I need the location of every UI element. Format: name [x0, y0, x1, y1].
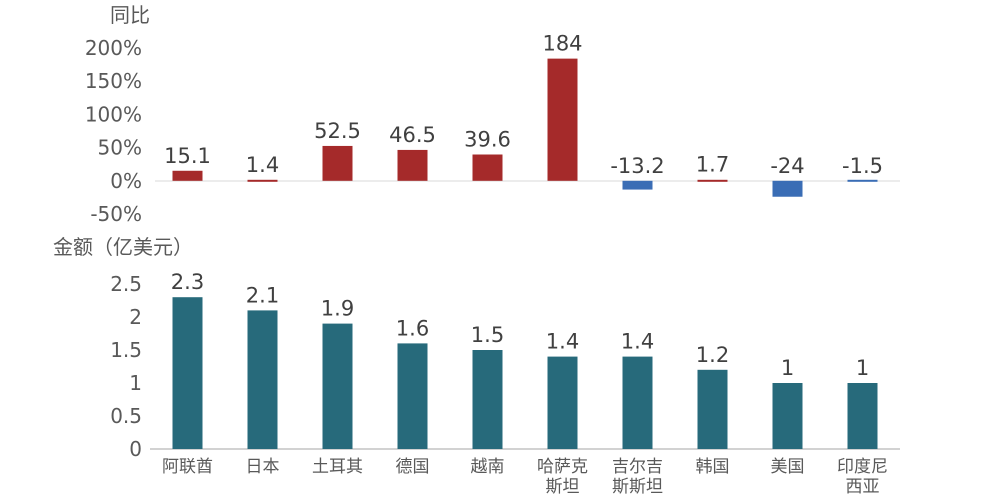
country-label: 印度尼	[837, 457, 888, 477]
yoy-bar	[472, 154, 503, 181]
country-label: 哈萨克	[537, 457, 588, 477]
amount-value-label: 2.3	[171, 270, 204, 294]
country-label: 土耳其	[312, 457, 363, 477]
amount-value-label: 2.1	[246, 283, 279, 307]
yoy-bar	[697, 179, 728, 182]
amount-y-tick-label: 1	[129, 371, 142, 395]
amount-bar	[397, 343, 428, 449]
amount-bar	[847, 383, 878, 449]
yoy-value-label: 1.7	[696, 153, 729, 177]
amount-y-tick-label: 2.5	[110, 272, 142, 296]
amount-panel: 金额（亿美元） 2.5 2 1.5 1 0.5 0 2.3 2.1 1.9 1.6 1.5 1.4 1…	[53, 235, 900, 497]
yoy-value-label: -24	[770, 154, 804, 178]
yoy-value-label: 184	[542, 32, 582, 56]
yoy-axis-title: 同比	[110, 3, 150, 27]
yoy-bar	[847, 179, 878, 182]
amount-bar	[697, 369, 728, 449]
country-label: 日本	[246, 457, 280, 477]
yoy-bar	[397, 149, 428, 181]
amount-value-label: 1.2	[696, 343, 729, 367]
amount-value-label: 1.4	[546, 330, 579, 354]
country-label: 斯坦	[546, 477, 580, 497]
yoy-value-label: 1.4	[246, 153, 279, 177]
yoy-y-tick-label: 0%	[110, 169, 142, 193]
country-label: 德国	[396, 457, 430, 477]
yoy-bar	[172, 170, 203, 181]
yoy-y-tick-label: -50%	[90, 202, 142, 226]
yoy-y-tick-label: 50%	[98, 136, 142, 160]
yoy-data-labels: 15.1 1.4 52.5 46.5 39.6 184 -13.2 1.7 -24 -1.5	[164, 32, 883, 178]
amount-y-axis: 2.5 2 1.5 1 0.5 0	[110, 272, 142, 461]
yoy-y-tick-label: 100%	[85, 102, 142, 126]
amount-data-labels: 2.3 2.1 1.9 1.6 1.5 1.4 1.4 1.2 1 1	[171, 270, 869, 380]
yoy-bar	[772, 180, 803, 197]
yoy-bar	[322, 145, 353, 181]
country-label: 斯斯坦	[612, 477, 663, 497]
yoy-value-label: 46.5	[389, 123, 436, 147]
yoy-bar	[547, 58, 578, 181]
yoy-value-label: -1.5	[842, 154, 883, 178]
yoy-bar	[622, 180, 653, 190]
yoy-bar	[247, 179, 278, 182]
yoy-value-label: 15.1	[164, 144, 211, 168]
amount-y-tick-label: 0.5	[110, 404, 142, 428]
yoy-value-label: 39.6	[464, 128, 511, 152]
amount-axis-title: 金额（亿美元）	[53, 235, 193, 259]
yoy-y-tick-label: 200%	[85, 36, 142, 60]
country-label: 美国	[771, 457, 805, 477]
amount-value-label: 1.5	[471, 323, 504, 347]
yoy-bars	[172, 58, 878, 197]
yoy-growth-panel: 同比 200% 150% 100% 50% 0% -50% 15.1 1.4 52.5 46.5…	[85, 3, 900, 226]
amount-bar	[172, 297, 203, 449]
amount-bars	[172, 297, 878, 449]
amount-bar	[472, 350, 503, 449]
country-label: 阿联酋	[162, 457, 213, 477]
country-label: 韩国	[696, 457, 730, 477]
yoy-y-tick-label: 150%	[85, 69, 142, 93]
country-label: 西亚	[846, 477, 880, 497]
amount-bar	[322, 323, 353, 449]
amount-value-label: 1	[856, 356, 869, 380]
amount-value-label: 1	[781, 356, 794, 380]
amount-y-tick-label: 1.5	[110, 338, 142, 362]
yoy-y-axis: 200% 150% 100% 50% 0% -50%	[85, 36, 142, 226]
amount-value-label: 1.6	[396, 316, 429, 340]
amount-bar	[622, 356, 653, 449]
amount-bar	[772, 383, 803, 449]
amount-bar	[247, 310, 278, 449]
country-label: 吉尔吉	[612, 457, 663, 477]
country-label: 越南	[471, 457, 505, 477]
yoy-value-label: 52.5	[314, 119, 361, 143]
yoy-value-label: -13.2	[610, 154, 664, 178]
amount-value-label: 1.9	[321, 297, 354, 321]
amount-value-label: 1.4	[621, 330, 654, 354]
amount-y-tick-label: 2	[129, 305, 142, 329]
amount-y-tick-label: 0	[129, 437, 142, 461]
amount-bar	[547, 356, 578, 449]
